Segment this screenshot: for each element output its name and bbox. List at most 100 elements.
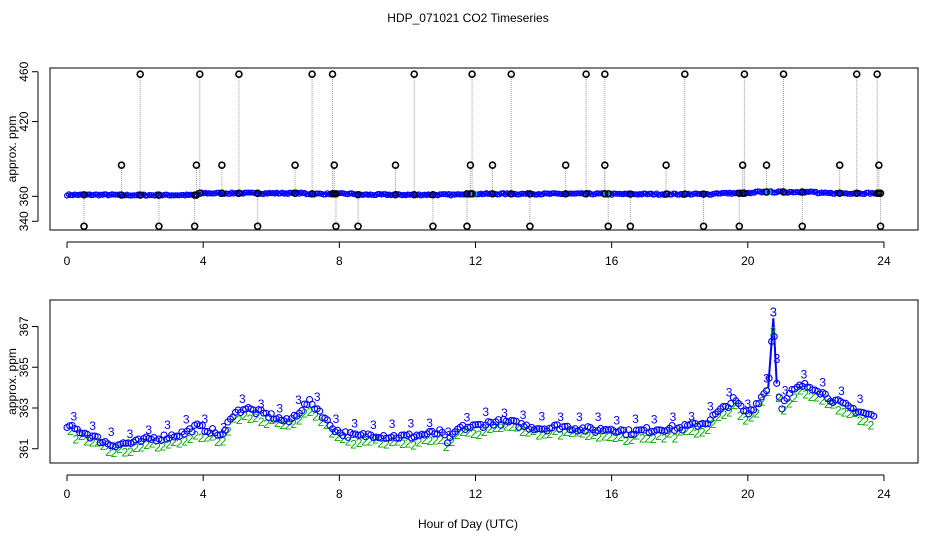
top-flagged-baseline-point bbox=[291, 189, 299, 197]
bottom-series-3-mark: 3 bbox=[202, 412, 209, 426]
top-flagged-point bbox=[582, 70, 590, 79]
bottom-series-2-mark: 2 bbox=[840, 405, 847, 419]
bottom-data-point bbox=[755, 400, 763, 408]
bottom-series-2-mark: 2 bbox=[563, 425, 570, 439]
bottom-series-2-mark: 2 bbox=[742, 413, 749, 427]
bottom-data-point bbox=[831, 396, 840, 404]
top-flagged-point bbox=[626, 222, 635, 231]
bottom-series-2-mark: 2 bbox=[791, 391, 798, 405]
top-flagged-baseline-point bbox=[507, 190, 515, 198]
top-flagged-point bbox=[190, 222, 199, 231]
top-flagged-point bbox=[875, 161, 883, 169]
top-flagged-baseline-point bbox=[117, 191, 126, 199]
bottom-series-2-mark: 2 bbox=[535, 428, 542, 442]
bottom-data-point bbox=[214, 431, 222, 439]
top-flagged-baseline-point bbox=[561, 190, 570, 198]
bottom-series-2-mark: 2 bbox=[748, 410, 755, 424]
bottom-series-2-mark: 2 bbox=[481, 425, 488, 439]
bottom-data-point bbox=[88, 432, 97, 440]
bottom-series-3-mark: 3 bbox=[670, 410, 677, 424]
bottom-series-2-mark: 2 bbox=[650, 432, 657, 446]
bottom-series-2-mark: 2 bbox=[432, 433, 439, 447]
bottom-series-3-mark: 3 bbox=[407, 416, 414, 430]
bottom-data-point bbox=[566, 426, 574, 434]
bottom-series-2-mark: 2 bbox=[73, 433, 80, 447]
bottom-y-tick-label: 365 bbox=[17, 357, 31, 377]
bottom-series-3-mark: 3 bbox=[557, 410, 564, 424]
bottom-x-tick-label: 4 bbox=[200, 487, 207, 501]
top-flagged-baseline-point bbox=[155, 191, 163, 199]
bottom-data-point bbox=[870, 412, 878, 420]
bottom-series-2-mark: 2 bbox=[541, 427, 548, 441]
bottom-series-3-mark: 3 bbox=[445, 425, 452, 439]
bottom-data-point bbox=[300, 400, 308, 408]
bottom-series-2-mark: 2 bbox=[683, 424, 690, 438]
bottom-series-3-mark: 3 bbox=[613, 413, 620, 427]
top-flagged-point bbox=[117, 161, 126, 169]
bottom-series-2-mark: 2 bbox=[230, 411, 237, 425]
top-flagged-point bbox=[235, 70, 243, 79]
bottom-series-2-mark: 2 bbox=[111, 446, 118, 460]
bottom-series-2-mark: 2 bbox=[693, 427, 700, 441]
top-flagged-baseline-point bbox=[779, 188, 788, 196]
bottom-data-point bbox=[770, 333, 778, 341]
top-x-tick-label: 0 bbox=[64, 254, 71, 268]
bottom-series-2-mark: 2 bbox=[666, 427, 673, 441]
bottom-series-3-mark: 3 bbox=[482, 405, 489, 419]
top-y-tick-label: 340 bbox=[17, 211, 31, 231]
top-flagged-point bbox=[468, 70, 476, 79]
top-flagged-baseline-point bbox=[876, 189, 885, 197]
bottom-data-point bbox=[775, 393, 783, 401]
bottom-series-3-mark: 3 bbox=[183, 412, 190, 426]
bottom-series-2-mark: 2 bbox=[486, 422, 493, 436]
bottom-series-2-mark: 2 bbox=[437, 433, 444, 447]
bottom-spike-line bbox=[767, 318, 778, 388]
top-flagged-point bbox=[699, 222, 708, 231]
bottom-series-2-mark: 2 bbox=[274, 416, 281, 430]
bottom-series-2-mark: 2 bbox=[143, 438, 150, 452]
bottom-series-2-mark: 2 bbox=[94, 435, 101, 449]
top-data-point bbox=[595, 190, 602, 197]
top-flagged-point bbox=[136, 70, 145, 79]
bottom-data-point bbox=[545, 424, 554, 432]
bottom-data-point bbox=[469, 421, 477, 429]
bottom-data-point bbox=[765, 374, 773, 382]
bottom-data-point bbox=[778, 405, 786, 413]
bottom-series-3-mark: 3 bbox=[651, 412, 658, 426]
top-data-point bbox=[247, 189, 254, 196]
bottom-series-2-mark: 2 bbox=[345, 435, 352, 449]
top-flagged-point bbox=[332, 222, 340, 231]
top-flagged-baseline-point bbox=[853, 189, 861, 197]
bottom-x-tick-label: 24 bbox=[877, 487, 891, 501]
bottom-series-3-mark: 3 bbox=[145, 423, 152, 437]
bottom-series-3-mark: 3 bbox=[351, 417, 358, 431]
bottom-series-2-mark: 2 bbox=[187, 432, 194, 446]
bottom-series-2-mark: 2 bbox=[851, 406, 858, 420]
top-flagged-point bbox=[738, 161, 747, 169]
bottom-data-point bbox=[96, 439, 104, 447]
bottom-series-2-mark: 2 bbox=[476, 428, 483, 442]
bottom-series-2-mark: 2 bbox=[601, 430, 608, 444]
top-flagged-point bbox=[601, 161, 609, 169]
bottom-series-2-mark: 2 bbox=[503, 419, 510, 433]
bottom-series-2-mark: 2 bbox=[644, 432, 651, 446]
bottom-series-2-mark: 2 bbox=[710, 417, 717, 431]
bottom-x-tick-label: 16 bbox=[605, 487, 619, 501]
bottom-series-2-mark: 2 bbox=[775, 391, 782, 405]
top-flagged-point bbox=[561, 161, 570, 169]
bottom-series-2-mark: 2 bbox=[220, 435, 227, 449]
top-flagged-point bbox=[604, 222, 613, 231]
bottom-data-point bbox=[316, 407, 324, 415]
bottom-x-tick-label: 12 bbox=[469, 487, 483, 501]
bottom-series-2-mark: 2 bbox=[628, 433, 635, 447]
bottom-series-3-mark: 3 bbox=[838, 384, 845, 398]
bottom-series-2-mark: 2 bbox=[154, 440, 161, 454]
figure-title: HDP_071021 CO2 Timeseries bbox=[387, 11, 548, 25]
bottom-y-axis-label: approx. ppm bbox=[5, 348, 19, 415]
top-flagged-point bbox=[835, 161, 844, 169]
bottom-series-2-mark: 2 bbox=[318, 415, 325, 429]
top-flagged-point bbox=[601, 70, 609, 79]
bottom-series-2-mark: 2 bbox=[405, 436, 412, 450]
top-flagged-baseline-point bbox=[604, 190, 612, 198]
